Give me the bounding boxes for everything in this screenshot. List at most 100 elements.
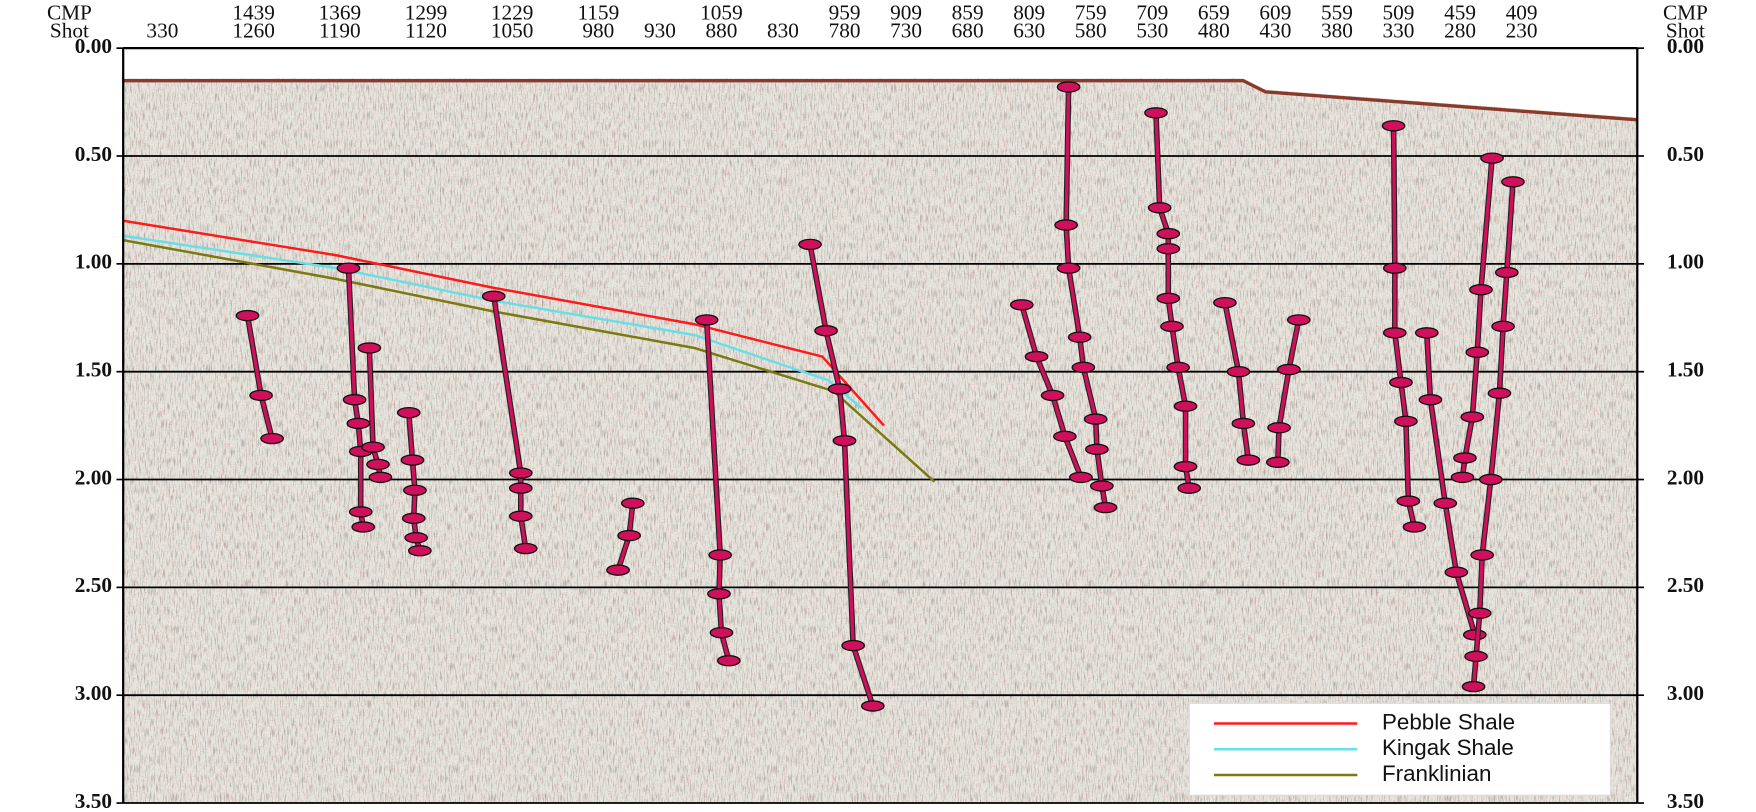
fault-pick [709, 626, 734, 639]
x-tick-label: 1190 [319, 18, 361, 42]
x-tick-label: 280 [1444, 18, 1476, 42]
fault-stick [1276, 319, 1301, 463]
fault-pick [841, 639, 866, 652]
x-left-label: 330 [146, 18, 178, 42]
x-tick-label: 330 [1383, 18, 1415, 42]
x-tick-label: 880 [705, 18, 737, 42]
fault-pick [1467, 607, 1492, 619]
fault-pick [1267, 422, 1291, 434]
fault-pick [1444, 566, 1469, 578]
x-tick-label: 580 [1075, 18, 1107, 42]
fault-pick [827, 383, 852, 395]
x2-tick-label: 709 [1136, 0, 1168, 24]
fault-pick [1024, 350, 1049, 363]
fault-pick [798, 238, 822, 251]
fault-pick [620, 497, 645, 509]
fault-pick [1470, 549, 1495, 561]
x2-tick-label: 959 [829, 0, 861, 24]
fault-pick [508, 482, 533, 494]
fault-pick [860, 700, 885, 712]
fault-pick [508, 467, 533, 479]
fault-pick [1231, 417, 1256, 430]
fault-pick [336, 262, 361, 274]
fault-pick [366, 458, 390, 471]
fault-pick [361, 441, 385, 453]
legend-label: Kingak Shale [1382, 735, 1514, 760]
fault-pick [1177, 482, 1202, 494]
fault-pick [1480, 152, 1504, 164]
fault-pick [357, 342, 382, 354]
x-tick-label: 1050 [491, 18, 534, 42]
y-tick-label-right: 2.00 [1667, 465, 1704, 489]
fault-pick [1460, 411, 1485, 423]
fault-pick [396, 406, 421, 419]
fault-stick [367, 347, 383, 478]
x-tick-label: 380 [1321, 18, 1353, 42]
x-tick-label: 630 [1013, 18, 1045, 42]
fault-pick [400, 454, 425, 466]
fault-stick [1154, 112, 1191, 489]
x2-tick-label: 1059 [700, 0, 743, 24]
x2-tick-label: 1439 [232, 0, 275, 24]
fault-pick [716, 654, 741, 667]
fault-pick [1040, 389, 1065, 402]
x2-tick-label: 609 [1259, 0, 1291, 24]
x2-tick-label: 859 [952, 0, 984, 24]
x2-tick-label: 759 [1075, 0, 1107, 24]
x2-tick-label: 809 [1013, 0, 1045, 24]
fault-pick [401, 512, 426, 525]
fault-stick [808, 244, 875, 707]
fault-pick [1491, 320, 1515, 333]
fault-pick [1236, 454, 1261, 466]
fault-pick [368, 471, 393, 484]
x-tick-label: 1260 [232, 18, 275, 42]
x2-tick-label: 459 [1444, 0, 1476, 24]
fault-pick [1461, 680, 1486, 693]
fault-pick [1009, 299, 1034, 311]
fault-pick [1053, 430, 1077, 443]
fault-pick [694, 314, 719, 326]
fault-pick [1147, 202, 1172, 214]
fault-pick [403, 484, 427, 497]
fault-pick [346, 417, 371, 430]
y-tick-label-right: 1.50 [1667, 358, 1704, 382]
fault-pick [1089, 480, 1114, 492]
fault-pick [1418, 394, 1443, 406]
x-tick-label: 480 [1198, 18, 1230, 42]
fault-pick [707, 588, 731, 600]
fault-pick [407, 544, 432, 557]
fault-pick [1085, 443, 1109, 456]
y-tick-label: 1.50 [75, 358, 112, 382]
x2-tick-label: 1229 [491, 0, 534, 24]
fault-pick [348, 506, 373, 518]
fault-pick [1160, 320, 1184, 333]
x2-tick-label: 909 [890, 0, 922, 24]
fault-pick [1465, 346, 1490, 358]
fault-pick [1487, 387, 1512, 399]
fault-pick [1144, 107, 1168, 119]
x2-tick-label: 509 [1383, 0, 1415, 24]
fault-pick [1071, 361, 1096, 374]
fault-pick [1054, 219, 1078, 231]
fault-pick [342, 394, 367, 406]
x-tick-label: 780 [829, 18, 861, 42]
x2-axis-label-right: CMP [1663, 0, 1708, 24]
fault-pick [1382, 327, 1407, 339]
x-tick-label: 680 [952, 18, 984, 42]
fault-stick [1223, 302, 1251, 461]
y-tick-label: 2.50 [75, 573, 112, 597]
fault-pick [1478, 473, 1503, 486]
fault-pick [606, 564, 630, 576]
x-tick-label: 730 [890, 18, 922, 42]
y-tick-label-right: 2.50 [1667, 573, 1704, 597]
fault-pick [1469, 284, 1493, 296]
seismic-background [123, 78, 1638, 804]
fault-pick [513, 542, 538, 555]
x2-tick-label: 409 [1506, 0, 1538, 24]
fault-pick [351, 521, 376, 533]
x2-tick-label: 1299 [405, 0, 448, 24]
fault-pick [1226, 365, 1251, 378]
fault-pick [1173, 460, 1198, 473]
